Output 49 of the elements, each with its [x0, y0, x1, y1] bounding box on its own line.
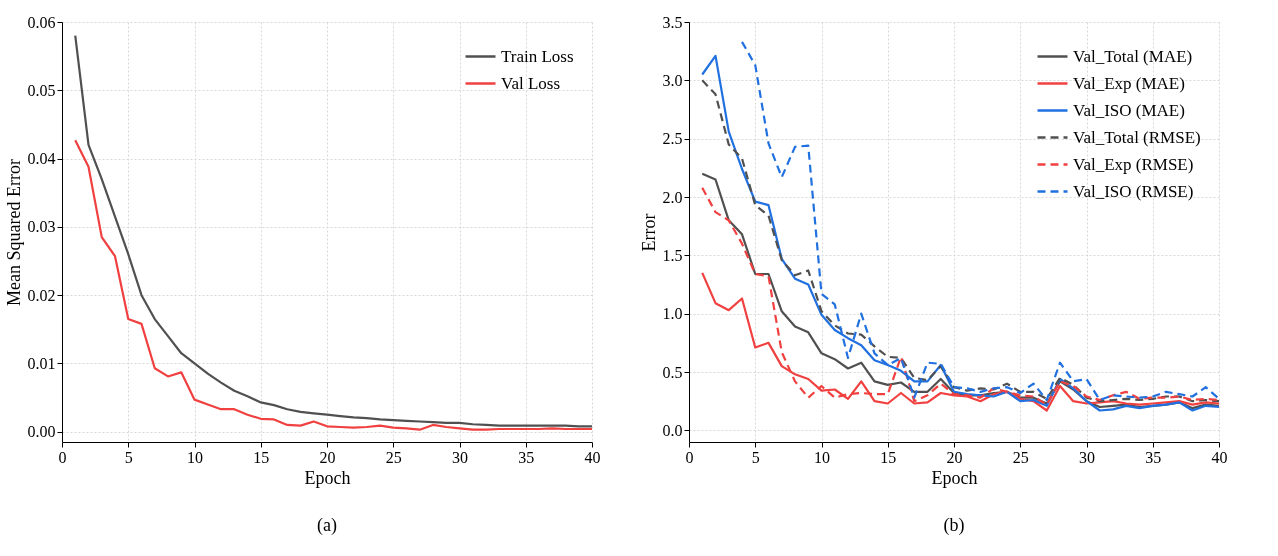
text: (a)	[317, 515, 337, 536]
x-tick-label: 15	[253, 448, 270, 466]
x-tick-label: 0	[58, 448, 67, 466]
y-tick-label: 1.5	[662, 246, 683, 264]
legend-label: Val_Total (RMSE)	[1073, 127, 1201, 147]
y-tick-label: 0.0	[662, 421, 683, 439]
x-tick-label: 40	[1211, 448, 1228, 466]
legend-label: Val_Total (MAE)	[1073, 46, 1193, 66]
x-tick-label: 10	[187, 448, 203, 466]
y-tick-label: 3.0	[662, 71, 683, 89]
legend-label: Val Loss	[501, 73, 561, 93]
y-tick-label: 0.05	[27, 81, 56, 99]
legend-label: Val_ISO (MAE)	[1073, 100, 1185, 120]
x-axis-title: Epoch	[931, 467, 978, 488]
text: (b)	[943, 515, 965, 536]
y-tick-label: 0.01	[27, 354, 56, 372]
y-tick-label: 2.0	[662, 188, 683, 206]
legend-label: Val_Exp (RMSE)	[1073, 154, 1194, 174]
x-tick-label: 30	[1079, 448, 1095, 466]
y-tick-label: 0.06	[27, 13, 56, 31]
x-tick-label: 35	[1145, 448, 1162, 466]
x-tick-label: 0	[685, 448, 694, 466]
x-tick-label: 5	[124, 448, 133, 466]
x-axis-title: Epoch	[304, 467, 351, 488]
y-tick-label: 0.5	[662, 363, 683, 381]
legend-label: Val_Exp (MAE)	[1073, 73, 1185, 93]
x-tick-label: 15	[880, 448, 897, 466]
y-tick-label: 0.02	[27, 286, 56, 304]
x-tick-label: 25	[385, 448, 402, 466]
y-tick-label: 0.04	[27, 150, 56, 168]
x-tick-label: 40	[584, 448, 601, 466]
x-tick-label: 35	[518, 448, 535, 466]
y-axis-title: Mean Squared Error	[3, 159, 24, 306]
y-axis-title: Error	[638, 213, 659, 252]
y-tick-label: 0.03	[27, 218, 56, 236]
x-tick-label: 25	[1012, 448, 1029, 466]
legend-label: Val_ISO (RMSE)	[1073, 181, 1194, 201]
y-tick-label: 2.5	[662, 130, 683, 148]
y-tick-label: 1.0	[662, 305, 683, 323]
x-tick-label: 20	[319, 448, 336, 466]
x-tick-label: 10	[814, 448, 830, 466]
x-tick-label: 20	[946, 448, 963, 466]
y-tick-label: 3.5	[662, 13, 683, 31]
x-tick-label: 30	[452, 448, 468, 466]
legend-label: Train Loss	[501, 46, 574, 66]
y-tick-label: 0.00	[27, 423, 56, 441]
line-series	[74, 34, 594, 428]
x-tick-label: 5	[751, 448, 760, 466]
line-series	[74, 139, 594, 431]
